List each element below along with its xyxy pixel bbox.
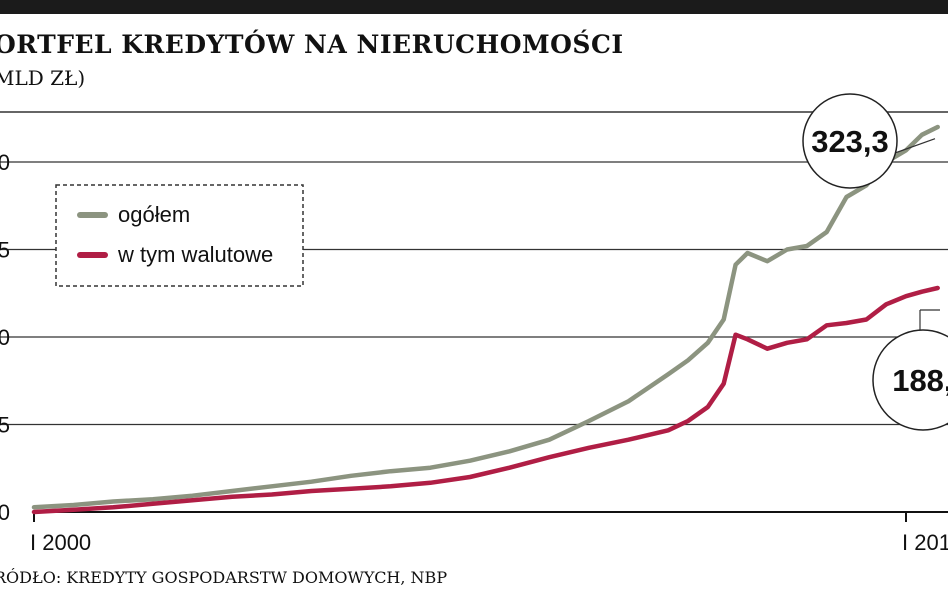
callout-circle	[872, 329, 948, 431]
source-note: RÓDŁO: KREDYTY GOSPODARSTW DOMOWYCH, NBP	[0, 568, 448, 587]
top-bar	[0, 0, 948, 14]
x-tick-label: I 2000	[30, 530, 91, 555]
legend-label: ogółem	[118, 202, 190, 227]
x-axis-ticks: I 2000 I 2011	[30, 512, 948, 555]
grid-lines	[0, 111, 948, 513]
callout-circle	[802, 93, 898, 189]
chart-subtitle: MLD ZŁ)	[0, 66, 86, 90]
y-tick-label: 0	[0, 500, 10, 525]
chart-title: ORTFEL KREDYTÓW NA NIERUCHOMOŚCI	[0, 30, 624, 59]
y-tick-label: 225	[0, 238, 10, 263]
series-line-total	[31, 124, 940, 510]
callout-label: 323,3	[811, 124, 889, 159]
legend: ogółem w tym walutowe	[55, 184, 304, 287]
callout-leader	[894, 138, 936, 154]
legend-label: w tym walutowe	[117, 242, 273, 267]
y-tick-label: 150	[0, 325, 10, 350]
series-line-fx	[31, 285, 940, 515]
x-tick-label: I 2011	[902, 530, 948, 555]
series-lines	[31, 124, 940, 515]
y-tick-label: 300	[0, 150, 10, 175]
legend-box	[55, 184, 304, 287]
callout-label: 188,8	[892, 363, 948, 398]
y-tick-label: 75	[0, 413, 10, 438]
y-axis-ticks: 0 75 150 225 300	[0, 150, 10, 525]
callouts: 323,3 188,8	[802, 93, 948, 431]
